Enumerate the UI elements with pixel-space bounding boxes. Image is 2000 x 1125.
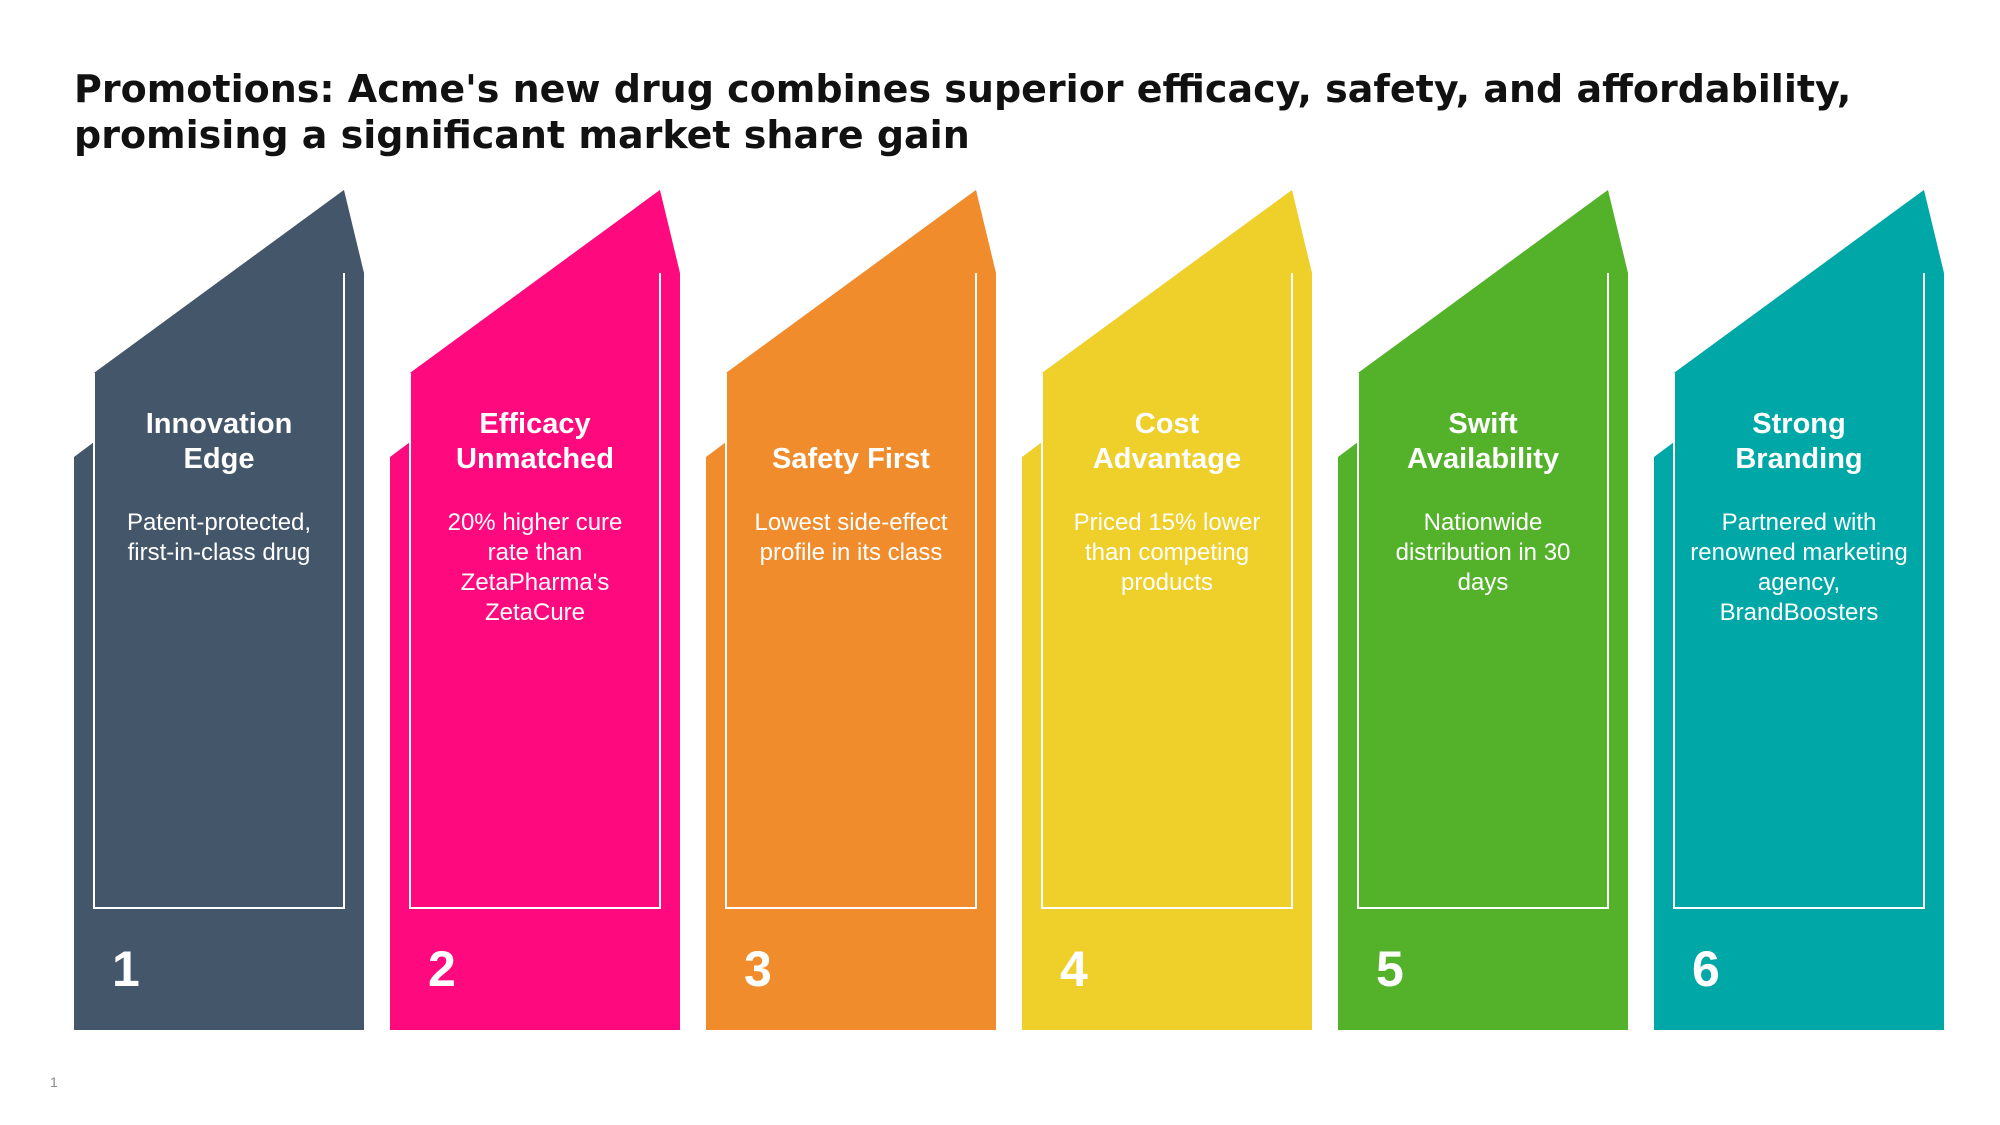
card-description: Priced 15% lower than competing products — [1073, 509, 1261, 596]
card-outline — [1041, 273, 1293, 909]
card-front-panel — [1042, 190, 1292, 908]
card-number: 5 — [1376, 941, 1404, 997]
card-swift-availability: Swift Availability Nationwide distributi… — [1338, 190, 1628, 1030]
card-outline — [409, 273, 661, 909]
card-shape — [390, 190, 680, 1030]
card-efficacy-unmatched: Efficacy Unmatched 20% higher cure rate … — [390, 190, 680, 1030]
card-number: 3 — [744, 941, 772, 997]
card-heading: Strong Branding — [1735, 408, 1863, 475]
card-strong-branding: Strong Branding Partnered with renowned … — [1654, 190, 1944, 1030]
card-description: Patent-protected, first-in-class drug — [126, 509, 312, 566]
card-shape — [74, 190, 364, 1030]
card-shape — [1022, 190, 1312, 1030]
card-number: 4 — [1060, 941, 1088, 997]
card-front-panel — [1674, 190, 1924, 908]
card-description: Partnered with renowned marketing agency… — [1690, 509, 1908, 626]
card-description: Nationwide distribution in 30 days — [1395, 509, 1571, 596]
card-front-panel — [94, 190, 344, 908]
card-outline — [725, 273, 977, 909]
card-outline — [93, 273, 345, 909]
card-front-panel — [726, 190, 976, 908]
card-shape — [1654, 190, 1944, 1030]
card-number: 1 — [112, 941, 140, 997]
card-heading: Cost Advantage — [1092, 408, 1242, 475]
card-number: 2 — [428, 941, 456, 997]
card-innovation-edge: Innovation Edge Patent-protected, first-… — [74, 190, 364, 1030]
card-heading: Efficacy Unmatched — [456, 408, 614, 475]
card-description: Lowest side-effect profile in its class — [754, 509, 948, 566]
card-outline — [1673, 273, 1925, 909]
card-heading: Innovation Edge — [145, 408, 293, 475]
card-heading: Safety First — [772, 443, 930, 475]
card-front-panel — [1358, 190, 1608, 908]
card-shape — [706, 190, 996, 1030]
card-cost-advantage: Cost Advantage Priced 15% lower than com… — [1022, 190, 1312, 1030]
page-number: 1 — [50, 1074, 58, 1090]
card-number: 6 — [1692, 941, 1720, 997]
card-shape — [1338, 190, 1628, 1030]
card-front-panel — [410, 190, 660, 908]
card-outline — [1357, 273, 1609, 909]
card-safety-first: Safety First Lowest side-effect profile … — [706, 190, 996, 1030]
card-heading: Swift Availability — [1406, 408, 1560, 475]
card-description: 20% higher cure rate than ZetaPharma's Z… — [447, 509, 623, 626]
slide-title: Promotions: Acme's new drug combines sup… — [74, 67, 1852, 157]
